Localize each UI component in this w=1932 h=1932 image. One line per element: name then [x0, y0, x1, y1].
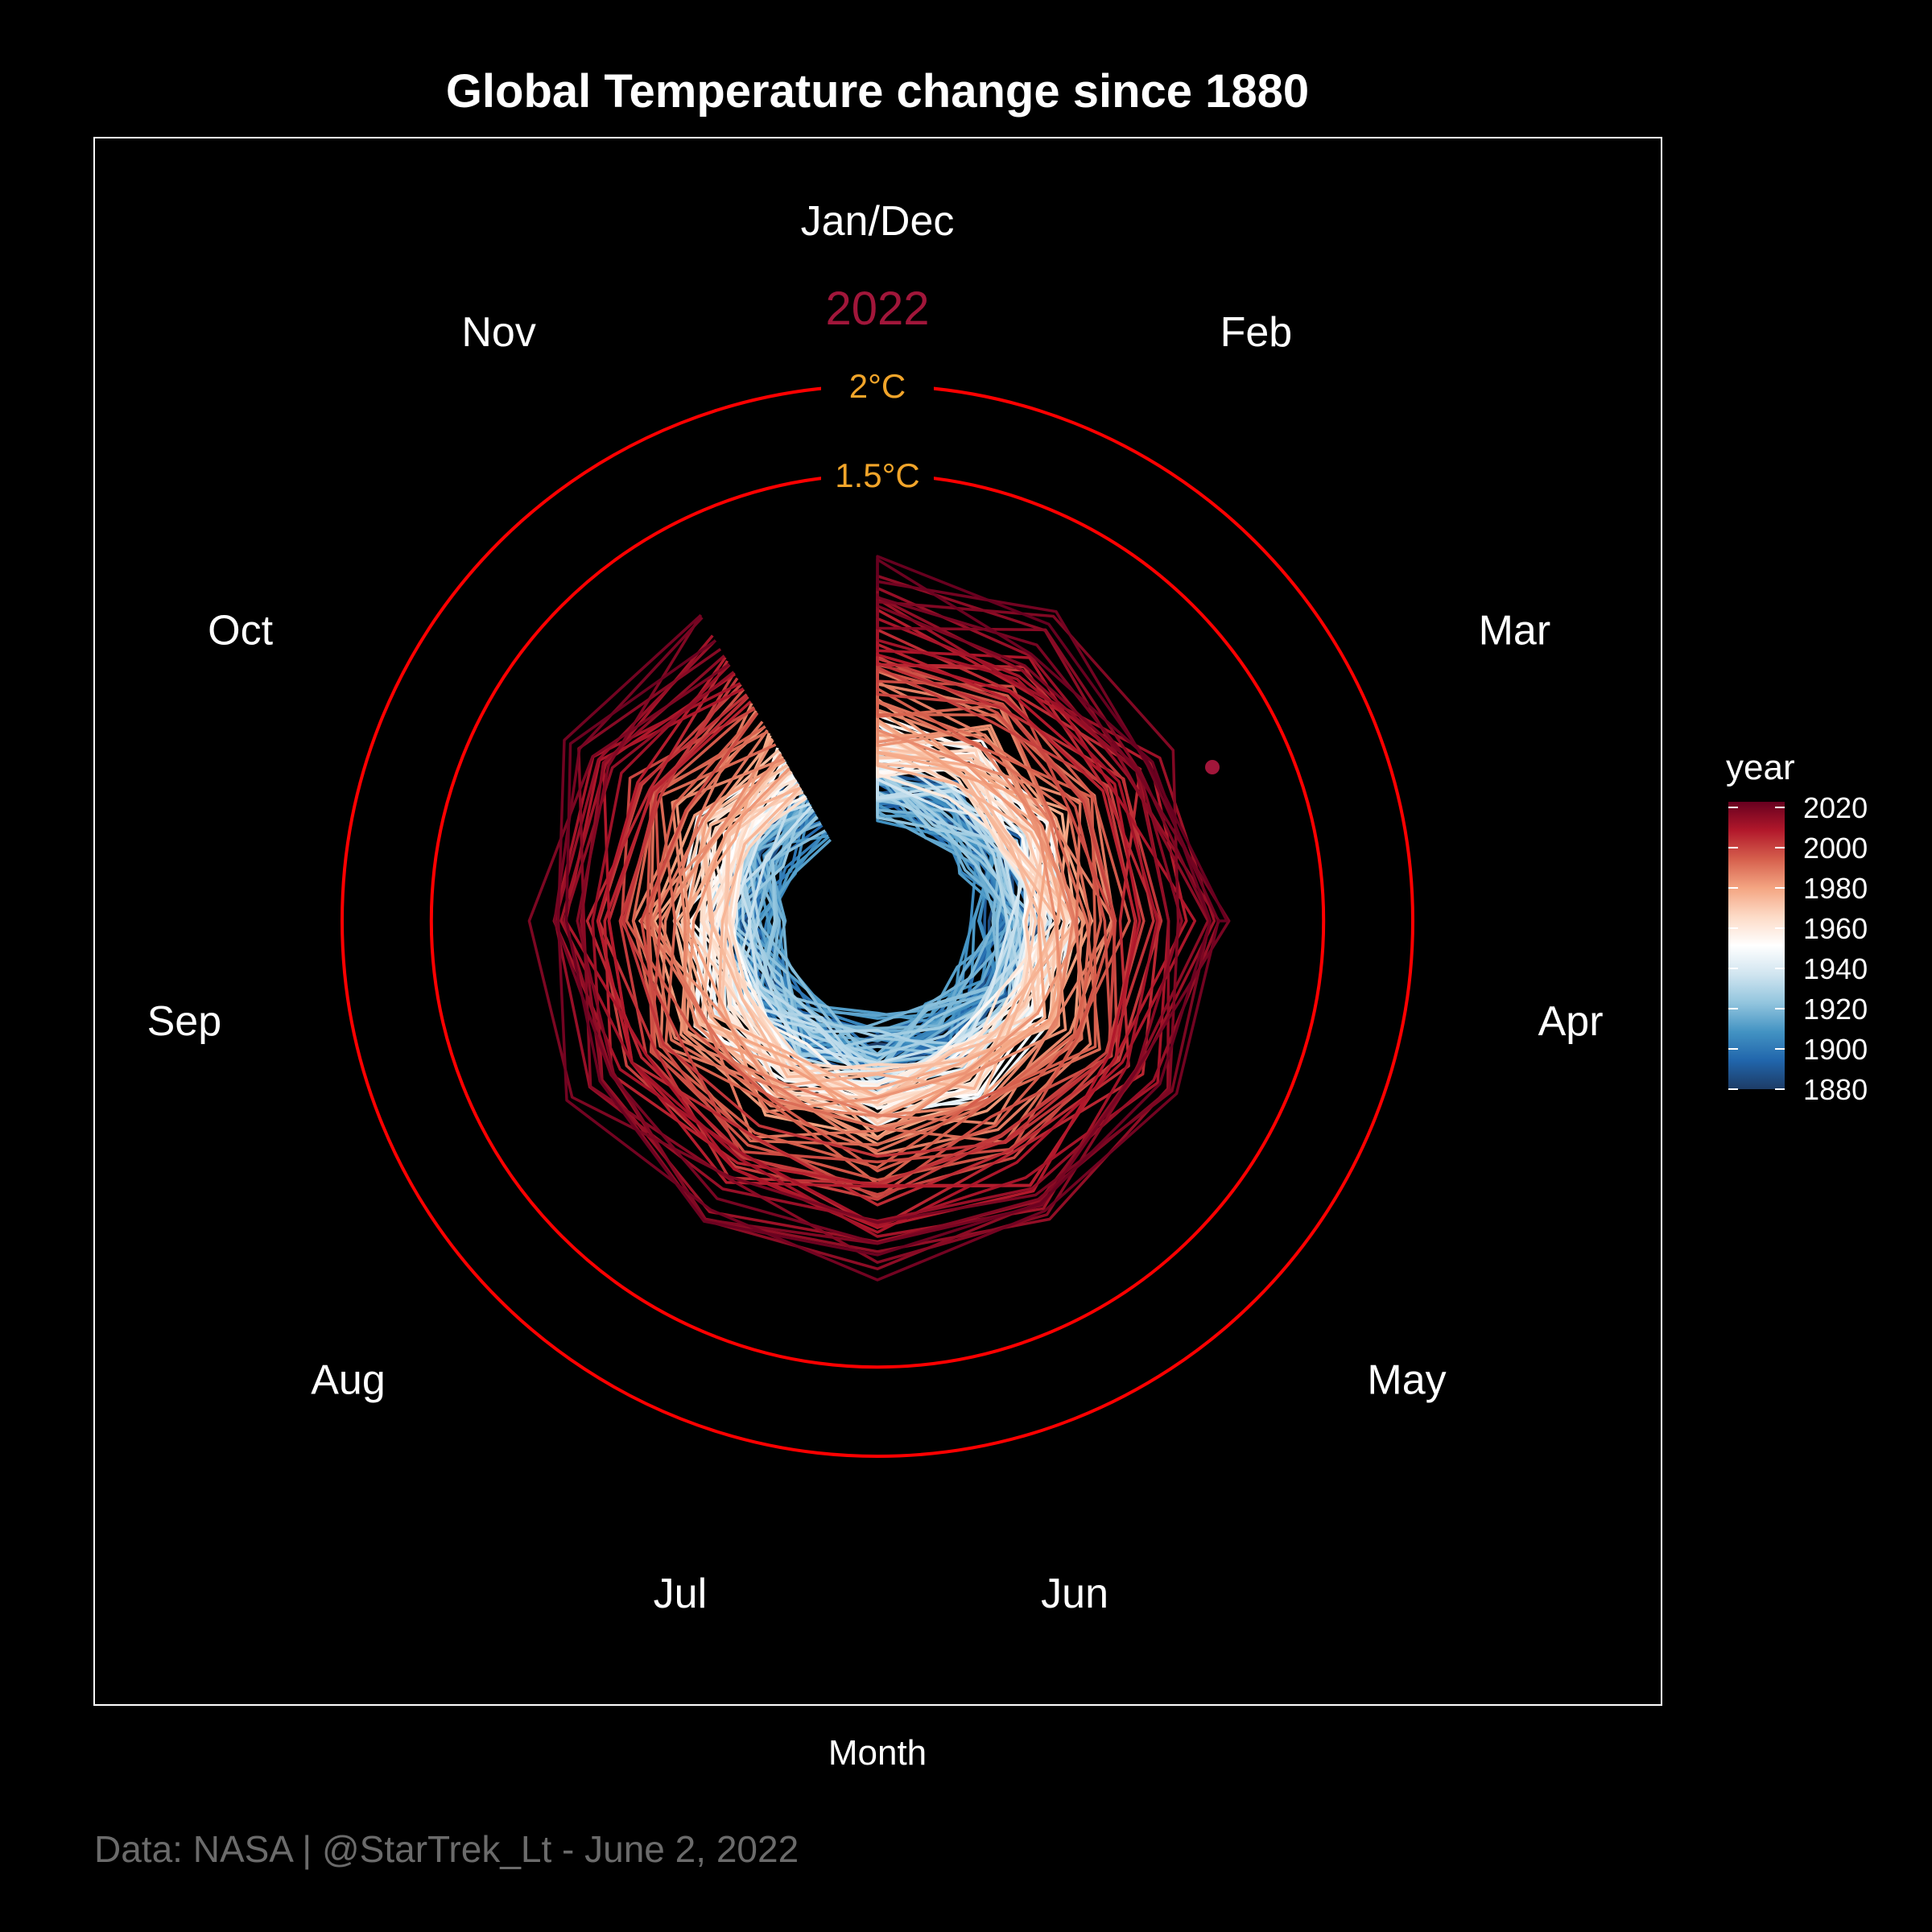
legend-tick-label: 1900 — [1803, 1033, 1868, 1066]
year-line-1988 — [659, 680, 1092, 1156]
year-line-1914 — [767, 795, 1010, 1042]
year-line-2020 — [556, 580, 1220, 1282]
ring-label-bg — [821, 363, 934, 408]
legend-tick-label: 1940 — [1803, 952, 1868, 985]
year-line-1994 — [647, 687, 1097, 1170]
month-label: Nov — [461, 309, 535, 356]
year-line-2017 — [576, 598, 1180, 1245]
year-line-1997 — [649, 655, 1113, 1199]
legend-tick-label: 1980 — [1803, 872, 1868, 905]
legend-tick-label: 1920 — [1803, 993, 1868, 1026]
year-line-2012 — [591, 597, 1216, 1244]
year-line-1978 — [675, 733, 1066, 1091]
month-label: Jul — [654, 1571, 707, 1617]
ring-label-bg — [821, 452, 934, 497]
chart-title: Global Temperature change since 1880 — [446, 65, 1309, 118]
ring-label: 2°C — [849, 367, 906, 405]
latest-data-point — [1205, 760, 1220, 774]
year-line-2022 — [876, 555, 1228, 923]
legend-tick-label: 1960 — [1803, 912, 1868, 945]
year-line-1999 — [620, 669, 1117, 1196]
year-line-2019 — [553, 593, 1231, 1245]
month-label: Oct — [208, 608, 273, 654]
year-line-1984 — [638, 713, 1067, 1141]
month-label: Aug — [311, 1357, 386, 1404]
plot-panel — [93, 137, 1662, 1706]
year-line-2018 — [527, 596, 1212, 1224]
legend-colorbar — [1728, 802, 1785, 1089]
year-line-2007 — [596, 608, 1188, 1188]
year-line-2021 — [564, 558, 1212, 1257]
year-line-1890 — [739, 775, 989, 1070]
caption: Data: NASA | @StarTrek_Lt - June 2, 2022 — [94, 1828, 799, 1870]
current-year-label: 2022 — [825, 283, 929, 335]
month-label: Sep — [147, 998, 222, 1045]
year-line-2001 — [618, 657, 1137, 1188]
year-line-1996 — [646, 668, 1117, 1182]
legend-ticks: 2020 2000 1980 1960 1940 1920 1900 1880 — [1728, 791, 1868, 1106]
year-line-2008 — [601, 632, 1141, 1229]
threshold-rings: 1.5°C 2°C — [341, 363, 1414, 1458]
month-label: Apr — [1538, 998, 1604, 1045]
color-legend: year 2020 2000 1980 1960 1940 1920 1900 1880 — [1726, 748, 1868, 1106]
legend-tick-label: 2020 — [1803, 791, 1868, 824]
x-axis-title: Month — [828, 1733, 927, 1773]
year-line-2014 — [563, 595, 1170, 1253]
month-label: Jan/Dec — [801, 198, 955, 245]
month-label: Mar — [1479, 608, 1551, 654]
ring-label: 1.5°C — [835, 456, 920, 494]
spiral-lines — [527, 555, 1231, 1282]
year-line-1982 — [685, 697, 1084, 1146]
month-label: Feb — [1220, 309, 1293, 356]
legend-tick-label: 2000 — [1803, 832, 1868, 865]
year-line-1921 — [758, 792, 1026, 1073]
legend-title: year — [1726, 748, 1795, 787]
year-line-1983 — [675, 716, 1087, 1113]
month-labels: Jan/Dec Feb Mar Apr May Jun Jul Aug Sep Oct Nov — [147, 198, 1604, 1617]
legend-tick-label: 1880 — [1803, 1073, 1868, 1106]
month-label: Jun — [1041, 1571, 1108, 1617]
month-label: May — [1367, 1357, 1446, 1404]
year-line-1993 — [631, 690, 1103, 1186]
year-line-2016 — [577, 601, 1183, 1264]
year-line-1995 — [625, 663, 1131, 1173]
ring-2 — [341, 384, 1414, 1458]
year-line-2011 — [559, 620, 1159, 1238]
year-line-1927 — [732, 769, 1026, 1057]
